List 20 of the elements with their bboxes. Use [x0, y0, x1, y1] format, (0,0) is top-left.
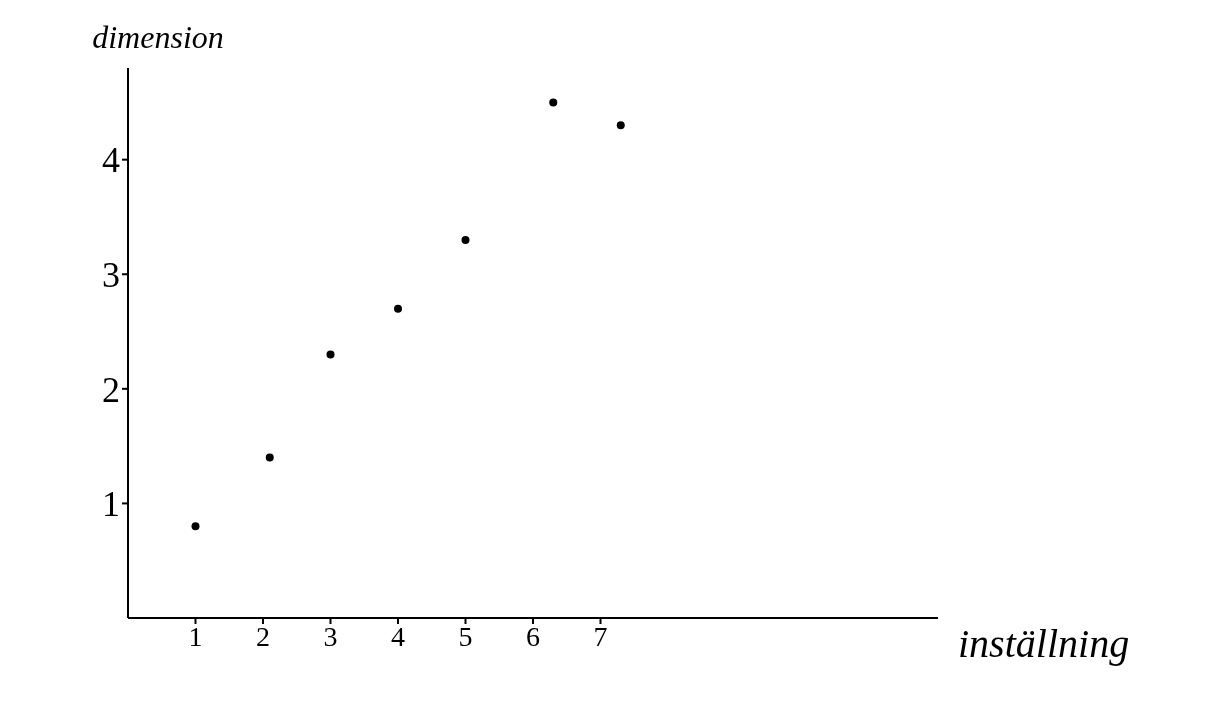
point: [394, 304, 402, 313]
point: [461, 235, 470, 244]
point: [326, 350, 335, 359]
x-tick-label: 4: [391, 620, 405, 652]
point: [616, 121, 625, 130]
y-axis-title: dimension: [92, 19, 224, 55]
point: [191, 522, 200, 531]
y-tick-label: 3: [102, 255, 120, 296]
y-tick-label: 4: [102, 140, 120, 181]
x-tick-label: 2: [256, 620, 270, 652]
y-tick-label: 1: [102, 484, 120, 525]
point: [265, 453, 274, 462]
x-axis-title: inställning: [958, 621, 1130, 667]
x-tick-label: 3: [323, 620, 338, 652]
x-tick-label: 5: [458, 620, 473, 652]
x-tick-label: 6: [526, 620, 540, 652]
point: [549, 98, 558, 107]
y-tick-label: 2: [102, 369, 120, 410]
x-tick-label: 1: [188, 620, 203, 652]
x-tick-label: 7: [593, 620, 608, 652]
